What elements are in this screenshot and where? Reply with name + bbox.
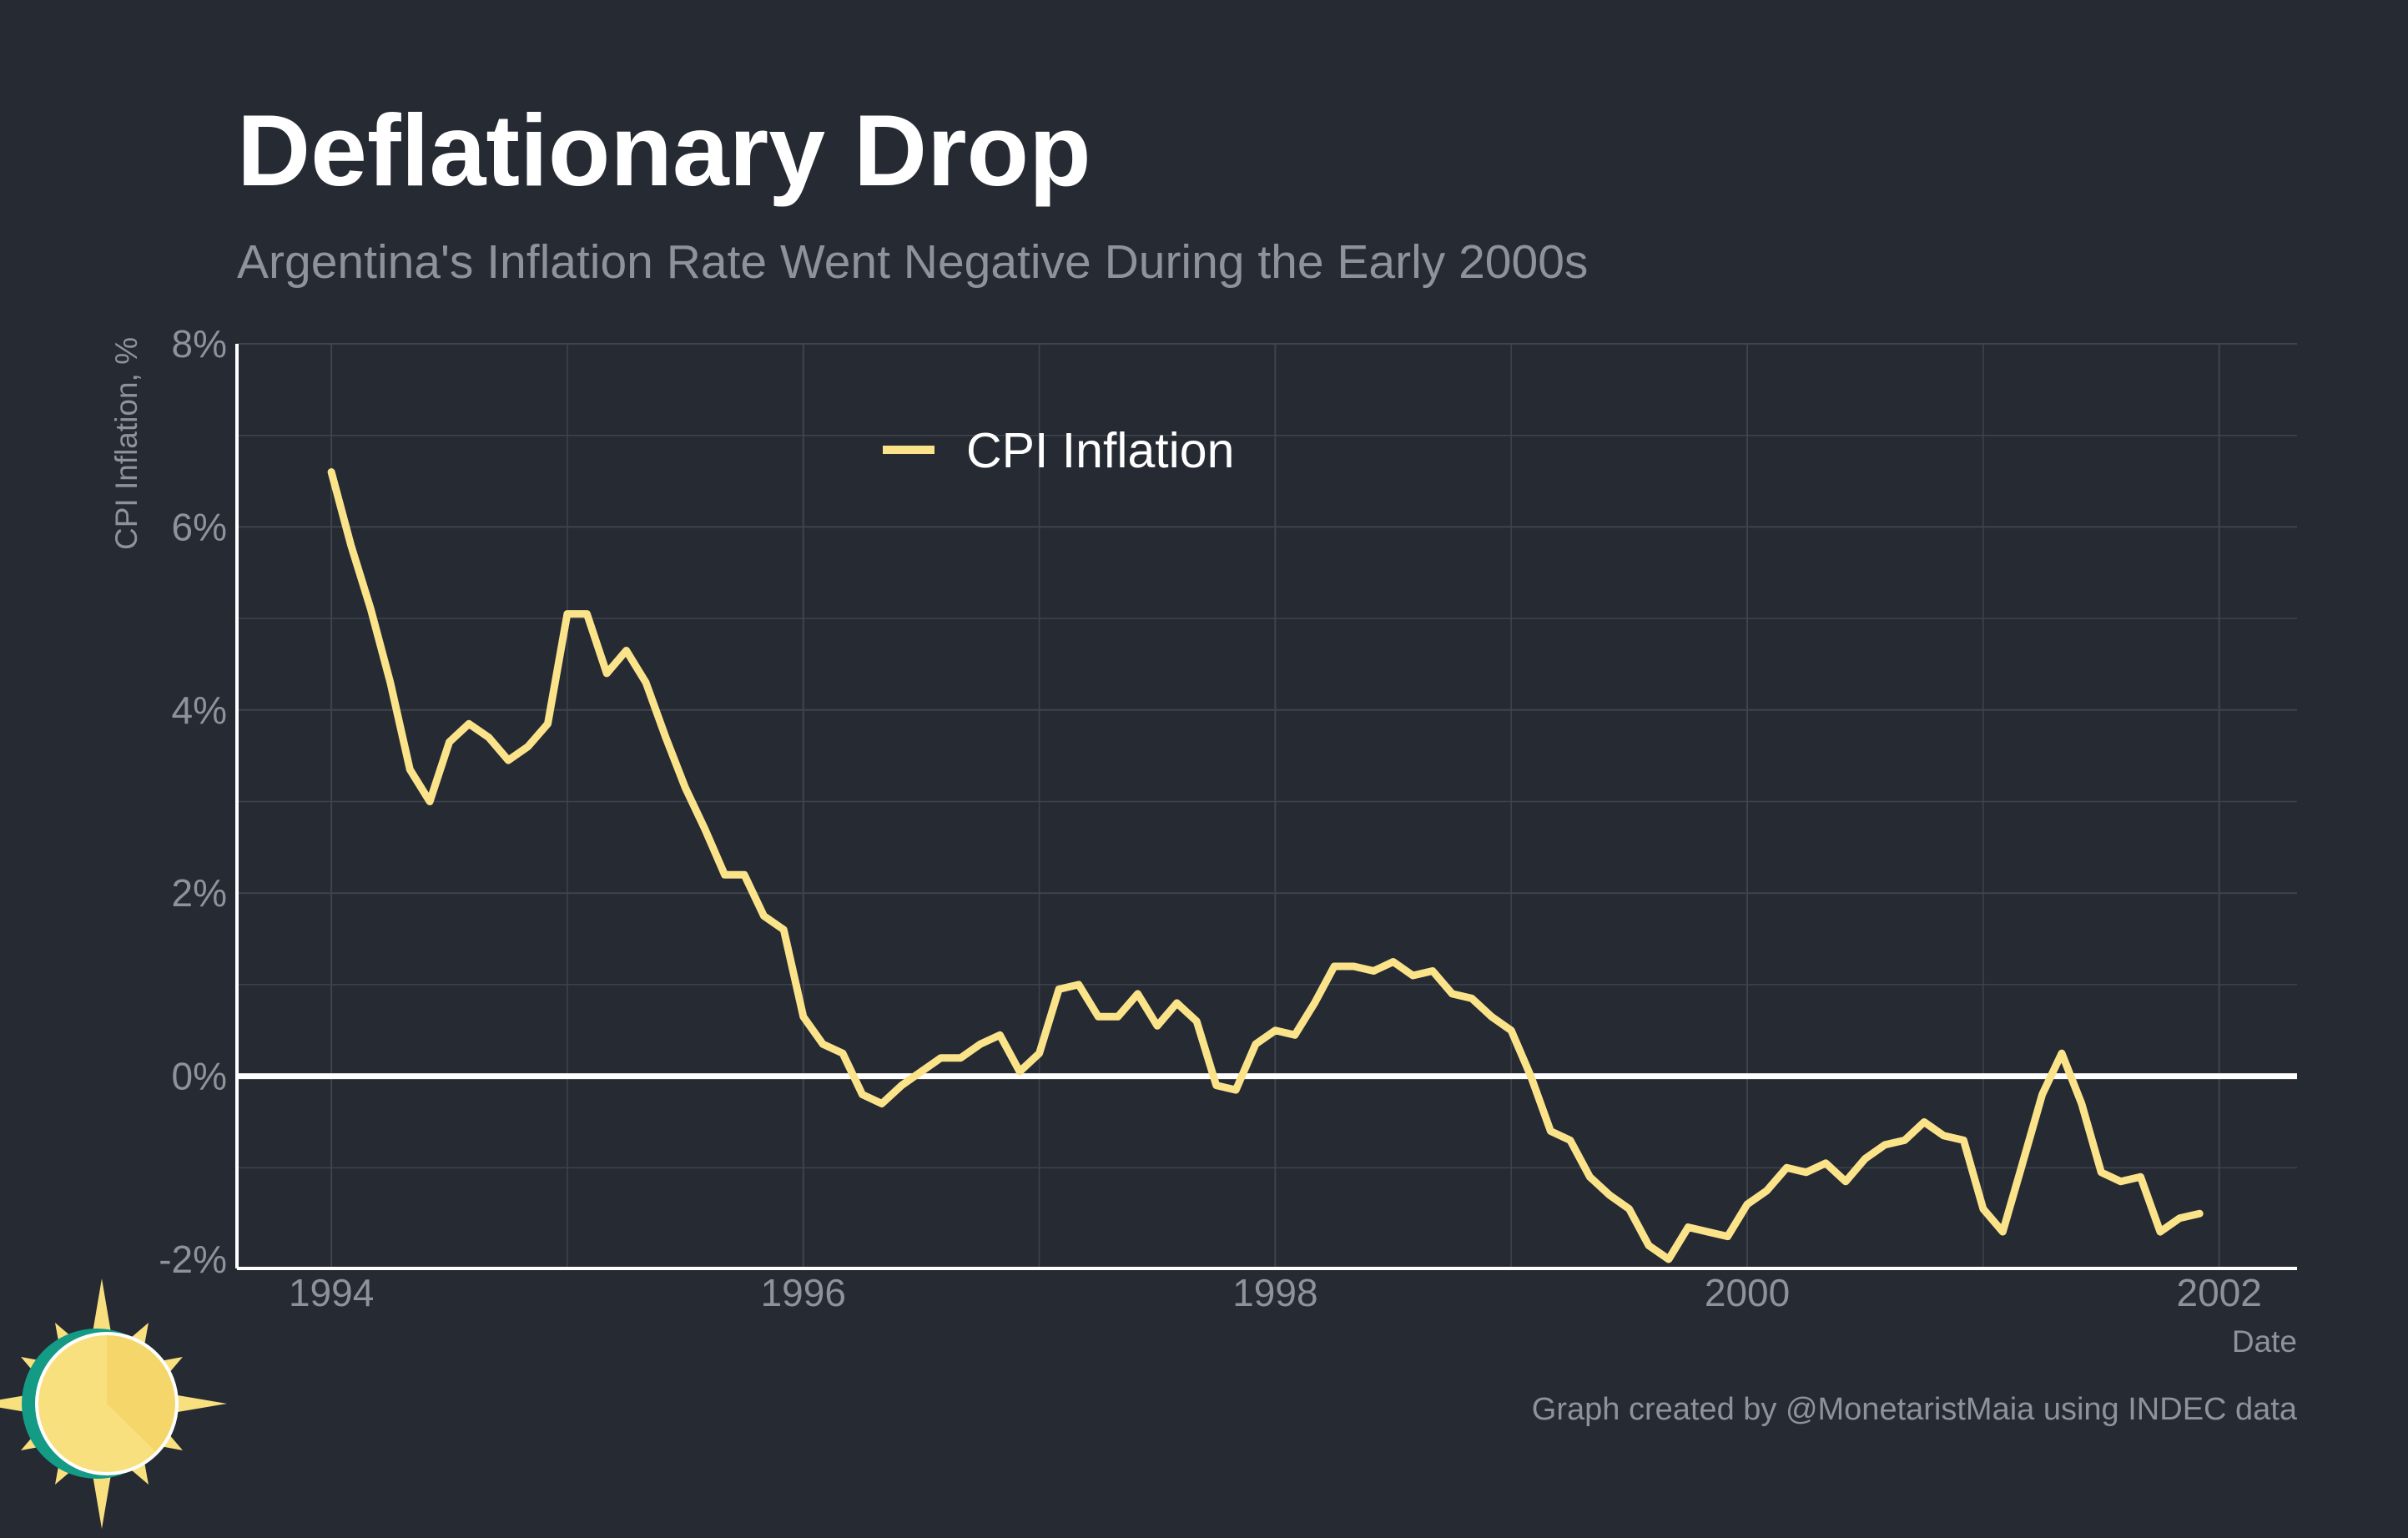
y-tick-labels: 8% 6% 4% 2% 0% -2% [159, 322, 227, 1281]
x-tick-label: 1994 [289, 1271, 374, 1314]
x-tick-label: 2000 [1705, 1271, 1790, 1314]
legend: CPI Inflation [883, 423, 1234, 478]
axes [235, 344, 2297, 1270]
series-line-cpi-inflation [327, 468, 2204, 1263]
x-tick-label: 1998 [1232, 1271, 1317, 1314]
y-tick-label: 0% [172, 1055, 227, 1098]
y-tick-label: 6% [172, 505, 227, 548]
y-tick-label: 2% [172, 871, 227, 915]
sun-ray [166, 1393, 227, 1414]
y-axis-title: CPI Inflation, % [109, 337, 144, 550]
y-tick-label: -2% [159, 1238, 227, 1281]
chart-title: Deflationary Drop [237, 93, 1091, 207]
caption: Graph created by @MonetaristMaia using I… [1532, 1392, 2298, 1427]
sun-ray [91, 1278, 113, 1339]
x-tick-label: 2002 [2176, 1271, 2261, 1314]
sun-logo-icon [0, 1278, 227, 1529]
x-tick-label: 1996 [761, 1271, 846, 1314]
grid [237, 343, 2297, 1268]
sun-logo-outline [35, 1332, 179, 1475]
sun-logo-shade [107, 1333, 178, 1453]
chart-subtitle: Argentina's Inflation Rate Went Negative… [237, 235, 1588, 289]
y-tick-label: 4% [172, 688, 227, 732]
legend-label: CPI Inflation [966, 423, 1234, 478]
sun-ray [91, 1468, 113, 1529]
x-tick-labels: 1994 1996 1998 2000 2002 [289, 1271, 2262, 1314]
x-axis-title: Date [2232, 1324, 2297, 1359]
series-layer [327, 468, 2204, 1263]
y-tick-label: 8% [172, 322, 227, 366]
